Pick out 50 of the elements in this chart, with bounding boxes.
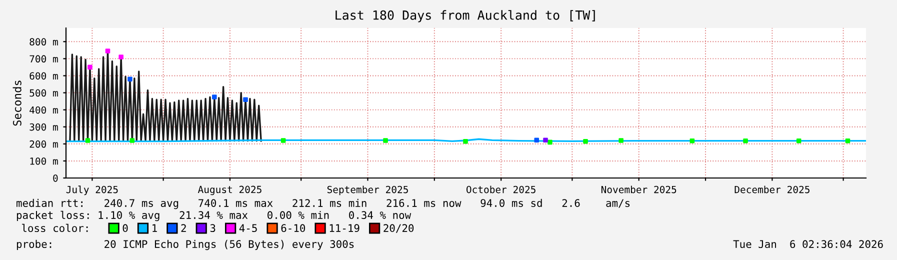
point bbox=[243, 97, 248, 102]
x-tick-label: October 2025 bbox=[466, 186, 536, 194]
text: median rtt: 240.7 ms avg 740.1 ms max 212.1 ms min 216.1 ms now 94.0 ms sd 2.6 am/s bbox=[16, 198, 630, 210]
y-tick-label: 0 bbox=[53, 174, 58, 182]
x-tick-label: September 2025 bbox=[327, 186, 408, 196]
x-tick-label: August 2025 bbox=[198, 186, 262, 196]
y-tick-label: 800 m bbox=[30, 38, 58, 46]
y-tick-label: 400 m bbox=[30, 106, 58, 114]
y-tick-label: 700 m bbox=[30, 55, 58, 63]
point bbox=[383, 138, 388, 143]
point bbox=[845, 138, 850, 144]
point bbox=[796, 138, 802, 144]
y-tick-label: 600 m bbox=[30, 72, 58, 80]
legend-label: 11-19 bbox=[330, 224, 360, 232]
chart-title: Last 180 Days from Auckland to [TW] bbox=[336, 10, 595, 22]
y-tick-label: 500 m bbox=[30, 89, 58, 97]
text: probe: 20 ICMP Echo Pings (56 Bytes) every 300s bbox=[16, 240, 354, 250]
y-tick-label: 300 m bbox=[30, 123, 58, 131]
x-tick-label: November 2025 bbox=[601, 186, 676, 194]
legend-label: 1 bbox=[152, 224, 157, 232]
point bbox=[743, 138, 748, 144]
point bbox=[88, 64, 92, 70]
x-tick-label: December 2025 bbox=[734, 186, 810, 194]
point bbox=[85, 138, 90, 143]
point bbox=[463, 138, 468, 144]
point bbox=[280, 138, 286, 143]
legend-label: 2 bbox=[181, 224, 186, 232]
legend-title: loss color: bbox=[22, 224, 88, 232]
y-tick-label: 100 m bbox=[30, 157, 58, 165]
legend-label: 0 bbox=[122, 224, 128, 232]
x-tick-label: July 2025 bbox=[66, 186, 118, 196]
legend-label: 4-5 bbox=[239, 224, 257, 232]
point bbox=[583, 138, 588, 144]
point bbox=[690, 138, 695, 144]
point bbox=[212, 94, 217, 100]
point bbox=[548, 140, 552, 145]
legend-label: 3 bbox=[210, 224, 216, 232]
y-tick-label: 200 m bbox=[30, 140, 58, 148]
point bbox=[130, 138, 135, 143]
point bbox=[534, 138, 540, 143]
point bbox=[543, 138, 548, 143]
legend-label: 6-10 bbox=[281, 224, 306, 232]
y-axis-title: Seconds bbox=[12, 80, 22, 126]
point bbox=[128, 76, 132, 82]
point bbox=[118, 54, 124, 60]
point bbox=[105, 48, 110, 54]
text: packet loss: 1.10 % avg 21.34 % max 0.00 % min 0.34 % now bbox=[16, 210, 412, 222]
legend-label: 20/20 bbox=[384, 224, 414, 233]
point bbox=[618, 138, 624, 143]
text: Tue Jan 6 02:36:04 2026 bbox=[733, 240, 883, 248]
